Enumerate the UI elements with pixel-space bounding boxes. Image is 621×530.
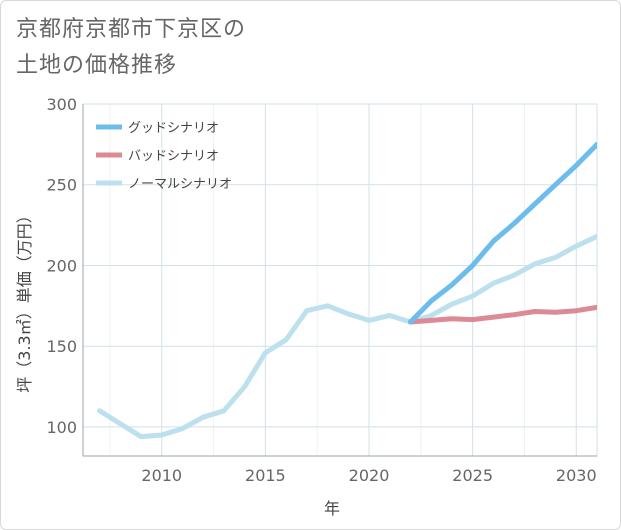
- x-tick-label: 2025: [452, 466, 493, 485]
- good-scenario-line: [408, 141, 597, 325]
- x-tick-label: 2020: [349, 466, 390, 485]
- series-lines: [97, 141, 597, 440]
- bad-scenario-line: [408, 304, 597, 325]
- legend-label: グッドシナリオ: [128, 121, 219, 136]
- y-axis-title: 坪（3.3㎡）単価（万円）: [15, 207, 34, 392]
- y-tick-label: 150: [46, 337, 77, 356]
- legend-label: ノーマルシナリオ: [128, 177, 232, 192]
- tick-labels: 2010 2015 2020 2025 2030 100 150 200 250 300: [46, 95, 596, 485]
- axes: [82, 103, 598, 457]
- y-tick-label: 300: [46, 95, 77, 114]
- normal-scenario-line: [97, 233, 597, 440]
- y-tick-label: 100: [46, 418, 77, 437]
- y-tick-label: 200: [46, 256, 77, 275]
- x-axis-title: 年: [324, 499, 340, 518]
- x-tick-label: 2015: [245, 466, 286, 485]
- legend-label: バッドシナリオ: [128, 149, 219, 164]
- chart-title-line2: 土地の価格推移: [16, 53, 178, 78]
- chart-title: 京都府京都市下京区の 土地の価格推移: [16, 12, 246, 84]
- x-tick-label: 2030: [556, 466, 597, 485]
- y-tick-label: 250: [46, 176, 77, 195]
- chart-title-line1: 京都府京都市下京区の: [16, 17, 247, 42]
- x-tick-label: 2010: [141, 466, 182, 485]
